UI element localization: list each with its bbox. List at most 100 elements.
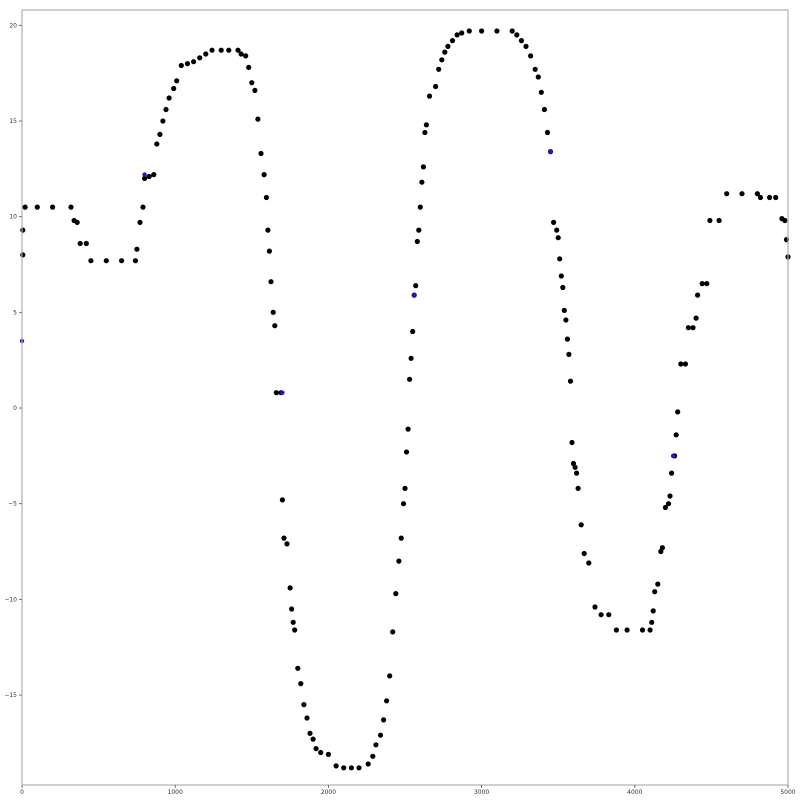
data-point: [370, 753, 376, 759]
data-point: [422, 129, 428, 136]
data-point: [157, 131, 163, 137]
data-point: [289, 606, 295, 612]
data-point: [578, 522, 584, 528]
data-point: [103, 258, 109, 264]
data-point: [235, 47, 241, 53]
data-point: [246, 64, 252, 70]
data-point: [707, 217, 713, 224]
data-point: [419, 179, 425, 185]
data-point: [119, 258, 125, 264]
data-point: [377, 732, 384, 738]
data-point: [307, 730, 313, 736]
data-point: [203, 51, 209, 57]
data-point: [479, 28, 485, 34]
data-point: [639, 627, 646, 633]
data-point: [581, 550, 587, 557]
data-point: [695, 292, 701, 298]
data-point: [243, 53, 249, 59]
data-point: [541, 106, 548, 113]
data-point: [403, 449, 410, 455]
data-point: [598, 612, 604, 618]
data-point: [716, 217, 722, 224]
y-tick-label: 5: [13, 309, 17, 316]
data-point: [544, 129, 551, 136]
data-point: [693, 315, 699, 321]
data-point: [166, 95, 172, 101]
data-point: [191, 59, 197, 65]
data-point: [535, 74, 541, 80]
data-point: [68, 204, 74, 210]
y-tick-label: 0: [13, 405, 17, 412]
x-tick-label: 0: [20, 789, 24, 796]
x-axis: 0 1000 2000 3000 4000 5000: [20, 785, 796, 796]
data-point: [151, 172, 157, 178]
data-point: [557, 256, 563, 262]
data-point: [459, 30, 465, 36]
data-point: [655, 581, 661, 587]
data-point: [528, 53, 534, 59]
data-point: [569, 439, 575, 446]
data-point: [652, 589, 658, 595]
data-point: [255, 116, 261, 122]
data-point: [417, 204, 423, 210]
data-point: [178, 62, 184, 69]
data-point: [279, 497, 285, 503]
data-point: [773, 194, 779, 201]
data-point: [572, 464, 578, 470]
y-tick-label: 10: [9, 214, 17, 221]
data-point: [509, 28, 515, 34]
data-point: [197, 55, 203, 61]
data-point: [574, 470, 580, 476]
data-point: [767, 194, 773, 201]
x-tick-label: 1000: [168, 789, 183, 796]
x-tick-label: 3000: [474, 789, 489, 796]
data-point: [665, 501, 672, 507]
data-point: [393, 591, 399, 597]
data-point: [281, 535, 287, 541]
data-point: [566, 351, 572, 357]
data-point: [333, 763, 339, 769]
data-point: [270, 309, 276, 315]
data-point: [74, 219, 80, 225]
data-point: [757, 194, 764, 201]
data-point: [22, 204, 28, 210]
data-point: [20, 227, 26, 233]
data-point: [575, 485, 581, 491]
x-tick-label: 5000: [780, 789, 795, 796]
data-point: [218, 47, 224, 53]
data-point: [265, 227, 271, 233]
data-point: [567, 378, 574, 384]
data-point: [414, 238, 420, 245]
data-point: [538, 89, 544, 95]
data-point: [266, 248, 272, 254]
data-point: [295, 665, 301, 671]
data-point: [341, 765, 347, 771]
data-point: [678, 361, 684, 367]
data-point: [252, 87, 258, 93]
data-point: [318, 749, 324, 756]
data-point: [699, 281, 705, 287]
data-point: [387, 673, 393, 679]
data-point: [685, 325, 692, 331]
data-point: [142, 172, 147, 177]
y-axis: −15 −10 −5 0 5 10 15 20: [4, 22, 22, 699]
data-point: [163, 106, 169, 113]
data-point: [273, 390, 279, 396]
data-point: [292, 627, 298, 633]
data-points: [19, 28, 791, 771]
data-point: [624, 627, 630, 633]
data-point: [563, 317, 569, 323]
y-tick-label: −15: [4, 692, 17, 699]
data-point: [449, 38, 456, 44]
data-point: [384, 698, 390, 704]
data-point: [268, 279, 274, 285]
data-point: [142, 175, 148, 181]
data-point: [548, 149, 553, 154]
y-tick-label: −10: [4, 596, 17, 603]
data-point: [310, 736, 316, 742]
data-point: [298, 681, 304, 687]
data-point: [34, 204, 40, 210]
x-tick-label: 2000: [321, 789, 336, 796]
